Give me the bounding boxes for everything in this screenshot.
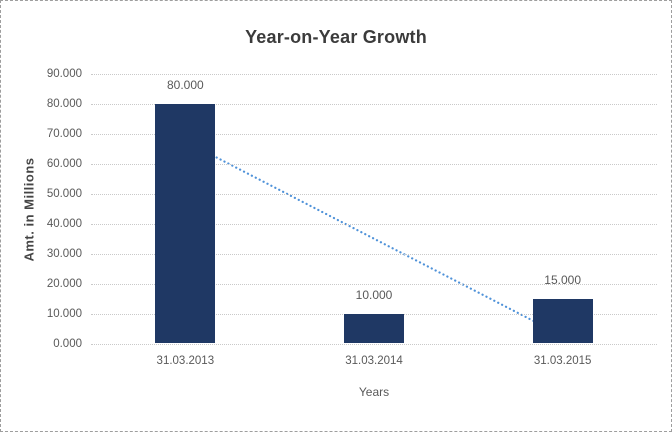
chart-title: Year-on-Year Growth (245, 27, 427, 47)
gridline (91, 103, 657, 105)
y-tick-label: 60.000 (46, 157, 82, 170)
y-tick-label: 70.000 (46, 127, 82, 140)
y-tick-label: 10.000 (46, 307, 82, 320)
bar-31.03.2013 (155, 103, 216, 344)
x-tick-label: 31.03.2015 (533, 355, 592, 367)
y-tick-label: 50.000 (46, 187, 82, 200)
bar-31.03.2015 (532, 298, 593, 344)
y-tick-label: 40.000 (46, 217, 82, 230)
trendline-segment (184, 140, 564, 338)
y-tick-label: 30.000 (46, 247, 82, 260)
bar-31.03.2014 (344, 313, 404, 344)
y-tick-label: 20.000 (46, 277, 82, 290)
bar-value-label: 15.000 (544, 272, 581, 287)
y-tick-label: 90.000 (46, 68, 82, 80)
gridline (91, 343, 657, 345)
gridline (91, 283, 657, 285)
gridline (91, 74, 657, 75)
y-tick-label: 0.000 (53, 337, 82, 350)
y-tick-label: 80.000 (46, 97, 82, 110)
x-tick-label: 31.03.2014 (345, 355, 403, 367)
x-tick-label: 31.03.2013 (156, 355, 215, 367)
bar-value-label: 10.000 (355, 287, 393, 302)
x-axis-title: Years (358, 385, 390, 399)
bar-value-label: 80.000 (166, 77, 204, 92)
gridline (91, 193, 657, 195)
gridline (91, 163, 657, 165)
y-axis-title: Amt. in Millions (21, 157, 37, 262)
gridline (91, 223, 657, 225)
gridline (91, 253, 657, 255)
gridline (91, 133, 657, 135)
